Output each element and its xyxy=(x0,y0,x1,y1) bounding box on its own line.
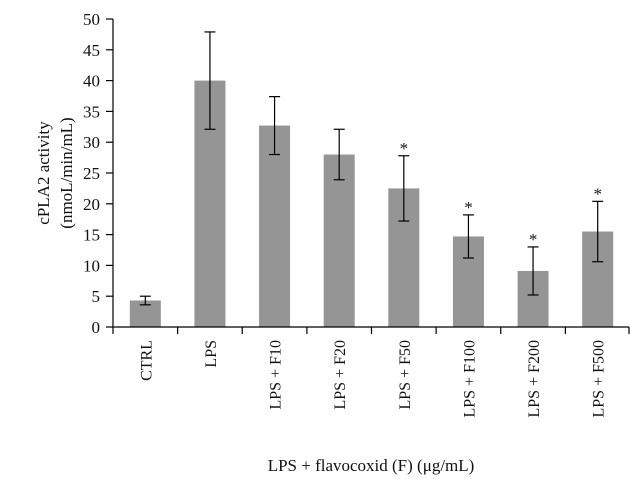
x-tick-label: LPS + F100 xyxy=(461,340,478,418)
significance-marker: * xyxy=(464,198,473,217)
y-tick-label: 10 xyxy=(83,256,100,275)
y-tick-label: 0 xyxy=(92,318,101,337)
y-tick-label: 45 xyxy=(83,41,100,60)
y-axis-title-line1: cPLA2 activity xyxy=(34,121,53,225)
x-tick-label: LPS + F10 xyxy=(268,340,285,410)
bar xyxy=(259,125,291,328)
y-tick-label: 5 xyxy=(92,287,101,306)
x-tick-label: CTRL xyxy=(138,340,155,381)
y-tick-label: 15 xyxy=(83,226,100,245)
y-tick-label: 20 xyxy=(83,195,100,214)
x-tick-label: LPS + F200 xyxy=(526,340,543,418)
x-tick-label: LPS + F50 xyxy=(397,340,414,410)
significance-marker: * xyxy=(593,184,602,203)
y-axis: 0 5 10 15 20 25 30 35 40 45 50 xyxy=(83,10,114,337)
y-tick-label: 40 xyxy=(83,72,100,91)
x-axis-title: LPS + flavocoxid (F) (μg/mL) xyxy=(268,456,475,475)
significance-marker: * xyxy=(529,230,538,249)
significance-marker: * xyxy=(400,139,409,158)
x-axis: CTRL LPS LPS + F10 LPS + F20 LPS + F50 LPS + … xyxy=(112,326,630,418)
y-tick-label: 25 xyxy=(83,164,100,183)
y-tick-label: 30 xyxy=(83,133,100,152)
y-tick-label: 50 xyxy=(83,10,100,29)
y-axis-title-line2: (nmoL/min/mL) xyxy=(57,117,76,228)
x-tick-label: LPS + F20 xyxy=(332,340,349,410)
x-tick-label: LPS xyxy=(203,340,220,368)
x-tick-label: LPS + F500 xyxy=(591,340,608,418)
bar xyxy=(323,154,355,327)
y-tick-label: 35 xyxy=(83,102,100,121)
bars: * * * * xyxy=(129,31,614,328)
